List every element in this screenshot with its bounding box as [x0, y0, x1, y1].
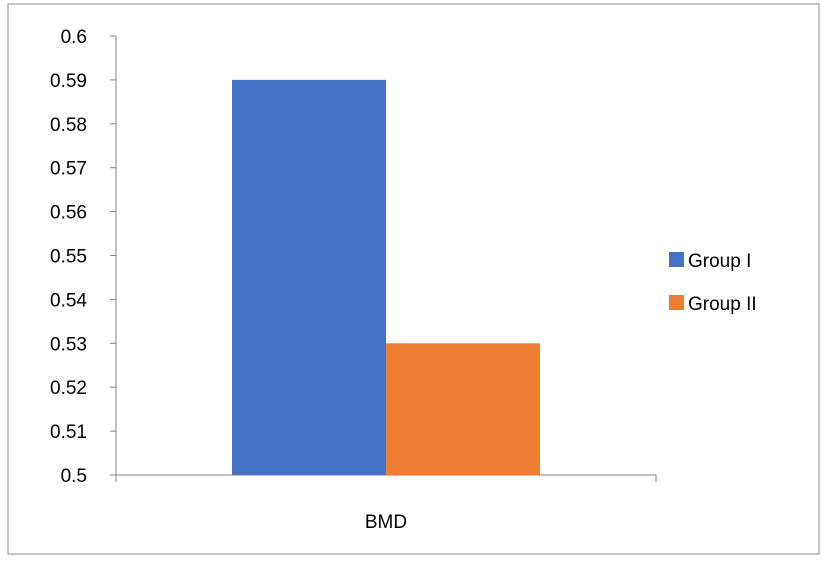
- y-tick-label: 0.5: [61, 466, 87, 487]
- y-tick-label: 0.52: [50, 378, 87, 399]
- y-tick-label: 0.53: [50, 334, 87, 355]
- legend-label: Group II: [688, 294, 757, 315]
- y-tick-label: 0.59: [50, 71, 87, 92]
- y-tick-label: 0.55: [50, 247, 87, 268]
- y-tick-label: 0.56: [50, 203, 87, 224]
- y-tick-label: 0.54: [50, 290, 87, 311]
- bars: [232, 79, 540, 476]
- legend-swatch: [669, 295, 684, 310]
- y-axis: 0.5 0.51 0.52 0.53 0.54 0.55 0.56 0.57 0.58 0.59 0…: [50, 27, 117, 487]
- legend-swatch: [669, 252, 684, 267]
- legend: Group I Group II: [669, 251, 757, 315]
- y-tick-label: 0.51: [50, 422, 87, 443]
- y-tick-label: 0.58: [50, 115, 87, 136]
- bar-group-i: [232, 79, 386, 476]
- bar-group-ii: [386, 343, 540, 475]
- legend-label: Group I: [688, 251, 751, 272]
- y-tick-label: 0.6: [61, 27, 87, 48]
- y-tick-label: 0.57: [50, 159, 87, 180]
- x-tick-label: BMD: [365, 512, 407, 533]
